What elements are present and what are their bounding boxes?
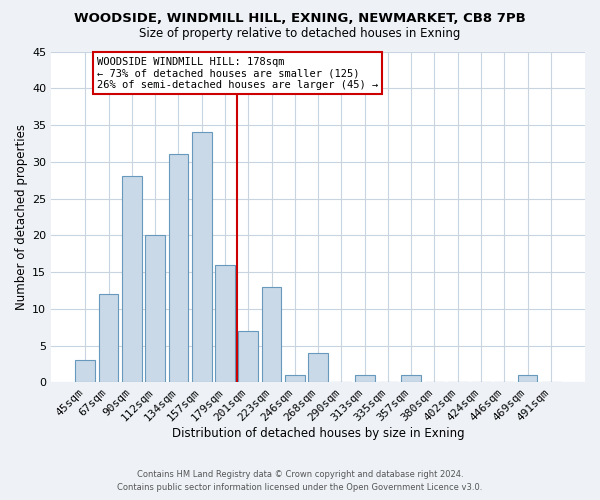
Bar — [262, 286, 281, 382]
Bar — [238, 331, 258, 382]
Text: WOODSIDE WINDMILL HILL: 178sqm
← 73% of detached houses are smaller (125)
26% of: WOODSIDE WINDMILL HILL: 178sqm ← 73% of … — [97, 56, 378, 90]
Text: WOODSIDE, WINDMILL HILL, EXNING, NEWMARKET, CB8 7PB: WOODSIDE, WINDMILL HILL, EXNING, NEWMARK… — [74, 12, 526, 26]
Bar — [145, 236, 165, 382]
Text: Contains HM Land Registry data © Crown copyright and database right 2024.
Contai: Contains HM Land Registry data © Crown c… — [118, 470, 482, 492]
Bar — [215, 264, 235, 382]
Bar — [401, 375, 421, 382]
Text: Size of property relative to detached houses in Exning: Size of property relative to detached ho… — [139, 28, 461, 40]
Bar — [122, 176, 142, 382]
Bar — [169, 154, 188, 382]
Bar — [192, 132, 212, 382]
Y-axis label: Number of detached properties: Number of detached properties — [15, 124, 28, 310]
Bar — [308, 353, 328, 382]
Bar — [518, 375, 538, 382]
Bar — [355, 375, 374, 382]
Bar — [98, 294, 118, 382]
Bar — [285, 375, 305, 382]
Bar — [76, 360, 95, 382]
X-axis label: Distribution of detached houses by size in Exning: Distribution of detached houses by size … — [172, 427, 464, 440]
